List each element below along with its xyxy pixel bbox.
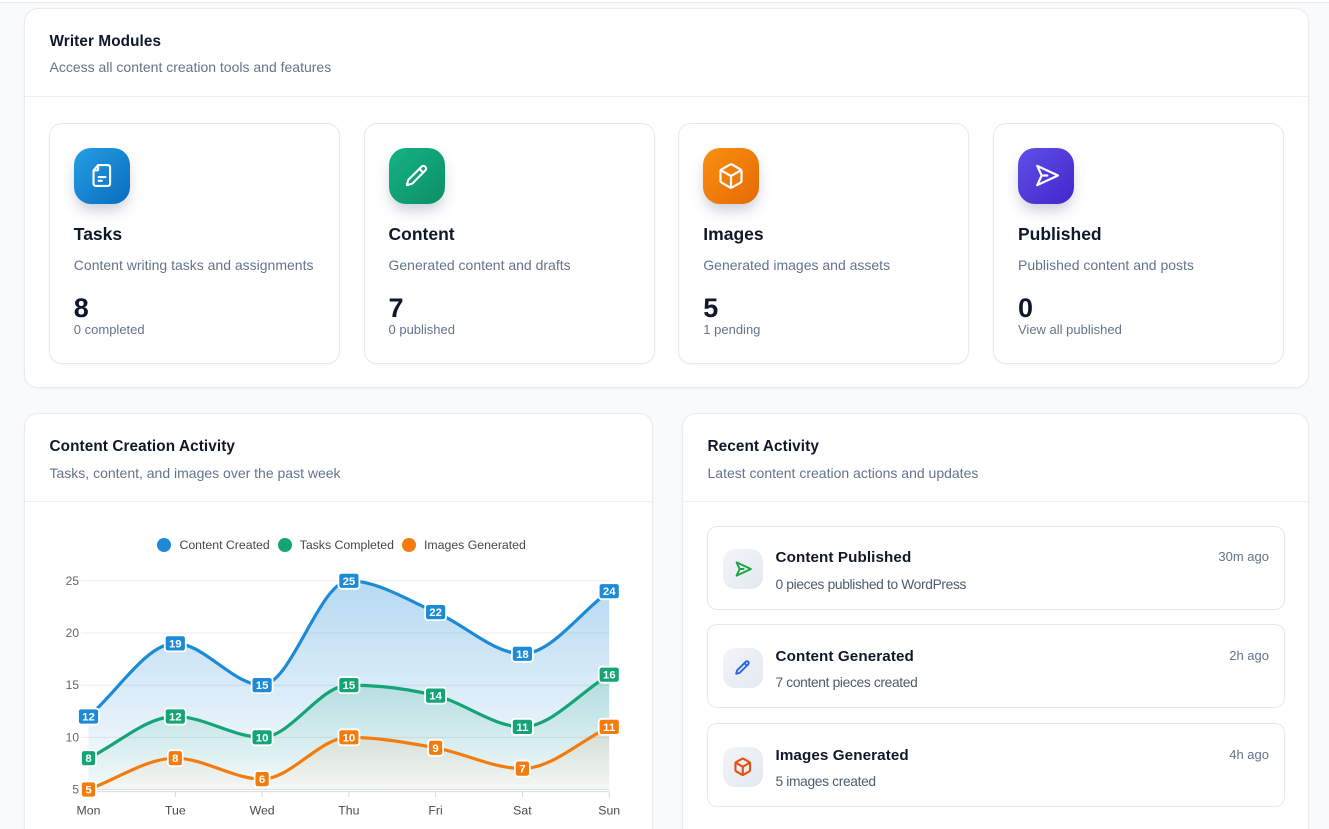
svg-text:25: 25 (66, 574, 80, 588)
svg-text:Wed: Wed (250, 804, 275, 818)
svg-text:9: 9 (432, 743, 438, 755)
svg-text:5: 5 (72, 783, 79, 797)
svg-text:5: 5 (85, 785, 92, 797)
svg-text:10: 10 (256, 732, 269, 744)
svg-text:8: 8 (172, 753, 178, 765)
svg-text:Sat: Sat (513, 804, 532, 818)
svg-text:10: 10 (343, 732, 356, 744)
svg-text:7: 7 (519, 764, 525, 776)
svg-text:Mon: Mon (77, 804, 101, 818)
svg-text:16: 16 (603, 670, 616, 682)
svg-text:25: 25 (343, 576, 356, 588)
svg-text:Tue: Tue (165, 804, 186, 818)
svg-text:14: 14 (429, 691, 442, 703)
svg-text:6: 6 (259, 774, 265, 786)
svg-text:Fri: Fri (428, 804, 442, 818)
svg-text:15: 15 (256, 680, 269, 692)
svg-text:10: 10 (66, 730, 80, 744)
svg-text:Thu: Thu (338, 804, 359, 818)
svg-text:12: 12 (82, 712, 95, 724)
svg-text:19: 19 (169, 638, 182, 650)
svg-text:12: 12 (169, 712, 182, 724)
svg-text:Sun: Sun (598, 804, 620, 818)
svg-text:8: 8 (85, 753, 91, 765)
svg-text:18: 18 (516, 649, 529, 661)
svg-text:11: 11 (516, 722, 529, 734)
svg-text:22: 22 (429, 607, 442, 619)
svg-text:11: 11 (603, 722, 616, 734)
svg-text:15: 15 (343, 680, 356, 692)
svg-text:24: 24 (603, 586, 616, 598)
svg-text:20: 20 (66, 626, 80, 640)
svg-text:15: 15 (66, 678, 80, 692)
